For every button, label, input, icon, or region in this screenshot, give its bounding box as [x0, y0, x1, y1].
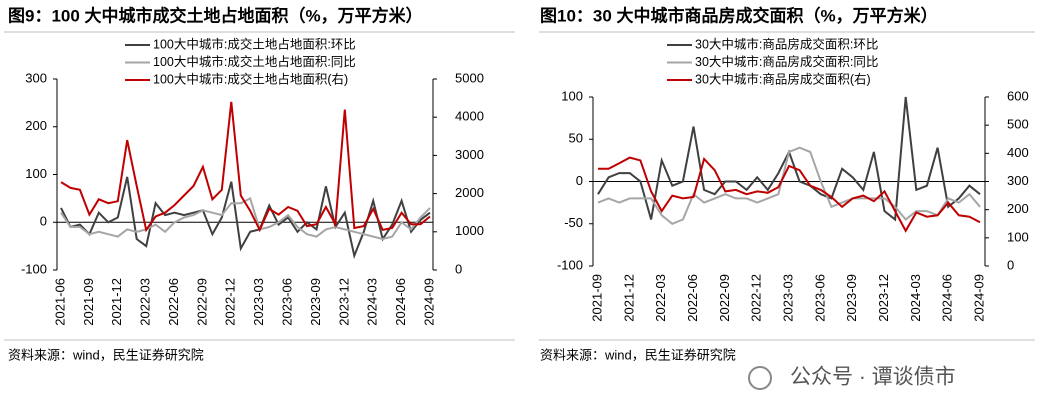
x-tick-label: 2023-09 [844, 274, 859, 322]
x-tick-label: 2022-09 [717, 274, 732, 322]
x-tick-label: 2023-06 [812, 274, 827, 322]
source: 资料来源：wind，民生证券研究院 [540, 347, 736, 362]
x-tick-label: 2022-03 [653, 274, 668, 322]
y2-tick-label: 0 [455, 261, 462, 276]
series-line [597, 146, 981, 225]
y2-tick-label: 4000 [455, 109, 484, 124]
y2-tick-label: 300 [1007, 173, 1029, 188]
y-tick-label: -100 [557, 257, 583, 272]
y-tick-label: 200 [25, 118, 47, 133]
legend-label: 100大中城市:成交土地占地面积:同比 [153, 54, 356, 69]
chart-title: 图9：100 大中城市成交土地占地面积（%，万平方米） [8, 5, 423, 25]
series-line [60, 101, 431, 233]
watermark-icon [748, 366, 772, 390]
x-tick-label: 2022-06 [685, 274, 700, 322]
x-tick-label: 2021-09 [81, 278, 96, 326]
y2-tick-label: 3000 [455, 147, 484, 162]
x-tick-label: 2024-03 [365, 278, 380, 326]
series-line [60, 196, 431, 241]
y2-tick-label: 200 [1007, 201, 1029, 216]
series-line [60, 176, 431, 260]
chart-title: 图10：30 大中城市商品房成交面积（%，万平方米） [540, 5, 938, 25]
y2-tick-label: 400 [1007, 145, 1029, 160]
legend-label: 30大中城市:商品房成交面积:同比 [695, 54, 878, 69]
x-tick-label: 2024-06 [393, 278, 408, 326]
x-tick-label: 2024-06 [940, 274, 955, 322]
legend-label: 100大中城市:成交土地占地面积:环比 [153, 36, 356, 51]
x-tick-label: 2022-09 [194, 278, 209, 326]
legend-label: 30大中城市:商品房成交面积(右) [695, 71, 871, 86]
x-tick-label: 2022-06 [166, 278, 181, 326]
x-tick-label: 2022-12 [223, 278, 238, 326]
x-tick-label: 2021-06 [52, 278, 67, 326]
x-tick-label: 2024-09 [421, 278, 436, 326]
x-tick-label: 2024-03 [908, 274, 923, 322]
x-tick-label: 2023-12 [336, 278, 351, 326]
x-tick-label: 2021-09 [589, 274, 604, 322]
x-tick-label: 2024-09 [971, 274, 986, 322]
watermark: 公众号 · 谭谈债市 [790, 366, 956, 389]
x-tick-label: 2023-03 [251, 278, 266, 326]
y2-tick-label: 100 [1007, 229, 1029, 244]
y-tick-label: 300 [25, 70, 47, 85]
x-tick-label: 2022-03 [138, 278, 153, 326]
y-tick-label: 0 [40, 214, 47, 229]
y2-tick-label: 500 [1007, 117, 1029, 132]
legend-label: 100大中城市:成交土地占地面积(右) [153, 71, 348, 86]
legend-label: 30大中城市:商品房成交面积:环比 [695, 36, 878, 51]
x-tick-label: 2023-12 [876, 274, 891, 322]
x-tick-label: 2023-03 [780, 274, 795, 322]
x-tick-label: 2023-06 [280, 278, 295, 326]
x-tick-label: 2022-12 [749, 274, 764, 322]
y-tick-label: 100 [25, 166, 47, 181]
source: 资料来源：wind，民生证券研究院 [8, 347, 204, 362]
y-tick-label: 50 [569, 131, 583, 146]
y-tick-label: 100 [561, 88, 583, 103]
y-tick-label: -50 [564, 215, 583, 230]
x-tick-label: 2021-12 [621, 274, 636, 322]
y2-tick-label: 600 [1007, 88, 1029, 103]
x-tick-label: 2023-09 [308, 278, 323, 326]
y2-tick-label: 5000 [455, 70, 484, 85]
y-tick-label: 0 [576, 173, 583, 188]
y2-tick-label: 0 [1007, 257, 1014, 272]
y2-tick-label: 2000 [455, 185, 484, 200]
y-tick-label: -100 [21, 261, 47, 276]
y2-tick-label: 1000 [455, 223, 484, 238]
x-tick-label: 2021-12 [109, 278, 124, 326]
series-line [598, 156, 981, 233]
